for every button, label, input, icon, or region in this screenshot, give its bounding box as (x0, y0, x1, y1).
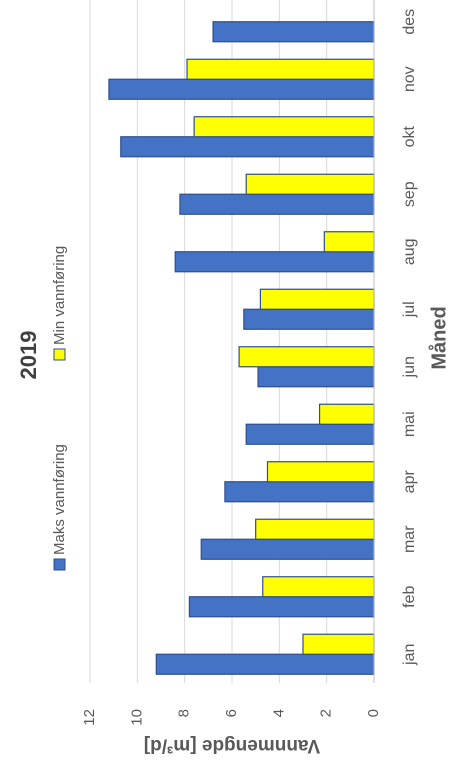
x-tick-label: mai (401, 411, 418, 437)
x-tick-label: okt (401, 126, 418, 148)
bar (318, 403, 375, 425)
x-tick-label: mar (401, 525, 418, 553)
chart-body: 2019 Måned Vannmengde [m³/d] 0 2 4 6 8 10 12 ja… (16, 0, 450, 756)
bar (188, 596, 375, 618)
bar (245, 423, 375, 445)
x-tick-label: aug (401, 238, 418, 265)
y-tick-label: 12 (81, 709, 98, 726)
y-tick-label: 10 (128, 709, 145, 726)
bar (266, 461, 375, 483)
x-axis-title: Måned (427, 306, 450, 369)
bar (255, 518, 375, 540)
y-tick-label: 2 (318, 709, 335, 717)
bar (108, 78, 375, 100)
bar (120, 136, 375, 158)
legend-label: Min vannføring (51, 246, 68, 345)
bar (212, 21, 375, 43)
bar (259, 288, 375, 310)
x-tick-label: apr (401, 470, 418, 494)
x-tick-label: feb (401, 586, 418, 608)
bar (224, 481, 375, 503)
bar (243, 308, 375, 330)
x-tick-label: jan (401, 644, 418, 666)
bar (302, 633, 375, 655)
x-tick-label: jul (401, 301, 418, 318)
bar (262, 576, 375, 598)
y-tick-label: 6 (223, 709, 240, 717)
bar (193, 116, 375, 138)
x-tick-label: des (401, 9, 418, 35)
y-axis-title: Vannmengde [m³/d] (144, 735, 320, 756)
bar (245, 173, 375, 195)
bar (155, 653, 375, 675)
y-tick-label: 8 (176, 709, 193, 717)
bar (257, 366, 375, 388)
bar (323, 231, 375, 253)
y-tick-label: 4 (270, 709, 287, 717)
legend-swatch (53, 558, 66, 571)
legend-label: Maks vannføring (51, 444, 68, 555)
legend-swatch (53, 348, 66, 361)
y-tick-label: 0 (365, 709, 382, 717)
chart-title: 2019 (16, 331, 41, 380)
bar (174, 251, 375, 273)
bar (179, 193, 375, 215)
bar (200, 538, 375, 560)
x-tick-label: sep (401, 181, 418, 207)
x-tick-label: jun (401, 356, 418, 378)
bar (186, 58, 375, 80)
x-tick-label: nov (401, 66, 418, 92)
bar (238, 346, 375, 368)
